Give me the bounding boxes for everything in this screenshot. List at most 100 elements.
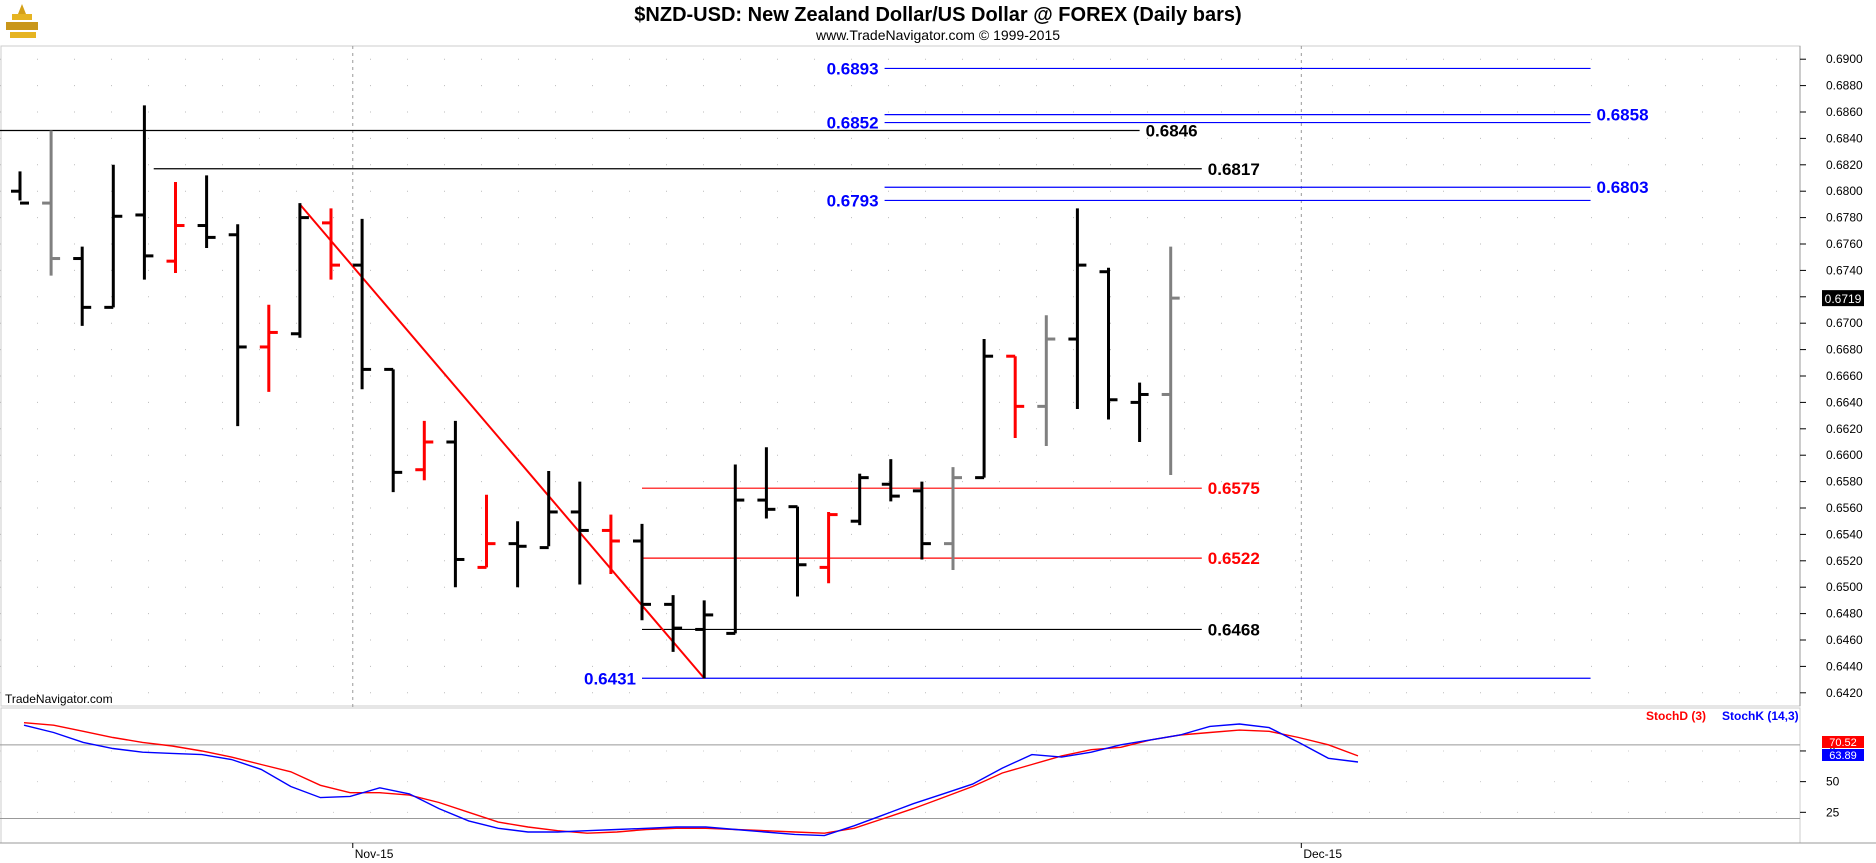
ohlc-bar: [415, 420, 434, 481]
price-tick-label: 0.6860: [1826, 105, 1863, 119]
ohlc-bar: [259, 304, 278, 392]
last-price-label: 0.6719: [1825, 292, 1862, 306]
ohlc-bar: [384, 367, 403, 493]
watermark: TradeNavigator.com: [5, 692, 113, 706]
price-tick-label: 0.6620: [1826, 422, 1863, 436]
ohlc-bar: [1130, 382, 1149, 442]
price-tick-label: 0.6840: [1826, 131, 1863, 145]
stochastic-last-values: 70.52 63.89: [1822, 736, 1864, 762]
stochastic-tick-label: 50: [1826, 775, 1840, 789]
ohlc-bar: [228, 224, 247, 427]
ohlc-bar: [850, 473, 869, 526]
ohlc-bars: [11, 105, 1180, 679]
ohlc-bar: [1006, 354, 1025, 439]
price-tick-label: 0.6560: [1826, 501, 1863, 515]
price-tick-label: 0.6640: [1826, 395, 1863, 409]
level-label: 0.6468: [1208, 620, 1260, 639]
price-axis: 0.6420 0.6440 0.6460 0.6480 0.6500 0.6520 0.65…: [1800, 52, 1863, 700]
ohlc-bar: [11, 171, 29, 205]
level-label: 0.6803: [1597, 178, 1649, 197]
ohlc-bar: [664, 595, 683, 652]
ohlc-bar: [73, 246, 92, 326]
ohlc-bar: [1068, 208, 1087, 409]
stochastic-lines: [23, 722, 1359, 837]
ohlc-bar: [726, 464, 745, 635]
date-tick-label: Dec-15: [1303, 847, 1342, 861]
price-tick-label: 0.6900: [1826, 52, 1863, 66]
trade-navigator-logo-icon: [6, 4, 38, 38]
stochastic-series-line: [23, 722, 1359, 834]
stochastic-grid: [0, 744, 1800, 819]
ohlc-bar: [539, 471, 558, 550]
ohlc-bar: [633, 523, 651, 621]
trendline: [299, 203, 705, 679]
level-lines: 0.6893 0.6852 0.6858 0.6846 0.6817 0.6803 0.67…: [0, 59, 1649, 688]
price-tick-label: 0.6760: [1826, 237, 1863, 251]
ohlc-bar: [1099, 267, 1118, 420]
price-tick-label: 0.6600: [1826, 448, 1863, 462]
stochastic-legend: StochD (3) StochK (14,3): [1646, 709, 1799, 723]
level-label: 0.6793: [827, 191, 879, 210]
ohlc-bar: [477, 494, 496, 569]
price-tick-label: 0.6540: [1826, 527, 1863, 541]
ohlc-bar: [788, 505, 807, 597]
stochastic-tick-label: 25: [1826, 805, 1840, 819]
level-label: 0.6817: [1208, 160, 1260, 179]
price-tick-label: 0.6780: [1826, 211, 1863, 225]
price-tick-label: 0.6740: [1826, 263, 1863, 277]
ohlc-bar: [166, 181, 185, 274]
level-label: 0.6575: [1208, 479, 1260, 498]
price-tick-label: 0.6880: [1826, 79, 1863, 93]
stochk-last-value: 63.89: [1829, 750, 1857, 762]
level-label: 0.6846: [1146, 121, 1198, 140]
ohlc-bar: [757, 447, 776, 519]
price-tick-label: 0.6820: [1826, 158, 1863, 172]
ohlc-bar: [975, 339, 994, 480]
ohlc-bar: [1037, 315, 1056, 446]
date-axis: Nov-15 Dec-15: [352, 843, 1342, 861]
price-tick-label: 0.6420: [1826, 686, 1863, 700]
price-tick-label: 0.6500: [1826, 580, 1863, 594]
legend-stochd: StochD (3): [1646, 709, 1706, 723]
price-tick-label: 0.6800: [1826, 184, 1863, 198]
price-tick-label: 0.6480: [1826, 607, 1863, 621]
chart-subtitle: www.TradeNavigator.com © 1999-2015: [815, 27, 1060, 43]
ohlc-bar: [819, 511, 838, 584]
price-tick-label: 0.6700: [1826, 316, 1863, 330]
level-label: 0.6852: [827, 114, 879, 133]
level-label: 0.6522: [1208, 549, 1260, 568]
level-label: 0.6893: [827, 59, 879, 78]
ohlc-bar: [695, 600, 714, 679]
ohlc-bar: [446, 420, 465, 588]
ohlc-bar: [881, 459, 900, 502]
stochastic-panel: 255075 StochD (3) StochK (14,3) 70.52 63…: [0, 707, 1876, 844]
ohlc-bar: [944, 467, 962, 571]
ohlc-bar: [104, 164, 123, 309]
ohlc-bar: [197, 175, 216, 248]
ohlc-bar: [135, 105, 154, 280]
price-tick-label: 0.6580: [1826, 475, 1863, 489]
ohlc-bar: [912, 481, 931, 560]
ohlc-bar: [508, 521, 527, 588]
ohlc-bar: [42, 130, 61, 276]
stochd-last-value: 70.52: [1829, 737, 1857, 749]
price-tick-label: 0.6460: [1826, 633, 1863, 647]
price-tick-label: 0.6520: [1826, 554, 1863, 568]
ohlc-bar: [1161, 246, 1180, 475]
level-label: 0.6431: [584, 669, 636, 688]
price-tick-label: 0.6680: [1826, 343, 1863, 357]
header: $NZD-USD: New Zealand Dollar/US Dollar @…: [6, 4, 1242, 43]
ohlc-bar: [353, 218, 372, 390]
ohlc-bar: [290, 203, 309, 338]
level-label: 0.6858: [1597, 106, 1649, 125]
stochastic-series-line: [23, 723, 1359, 837]
price-tick-label: 0.6660: [1826, 369, 1863, 383]
chart-title: $NZD-USD: New Zealand Dollar/US Dollar @…: [634, 4, 1241, 26]
ohlc-bar: [322, 208, 340, 280]
date-tick-label: Nov-15: [355, 847, 394, 861]
trendline-segment: [299, 203, 705, 679]
last-price-marker: 0.6719: [1822, 290, 1864, 307]
legend-stochk: StochK (14,3): [1722, 709, 1799, 723]
ohlc-bar: [570, 481, 589, 585]
